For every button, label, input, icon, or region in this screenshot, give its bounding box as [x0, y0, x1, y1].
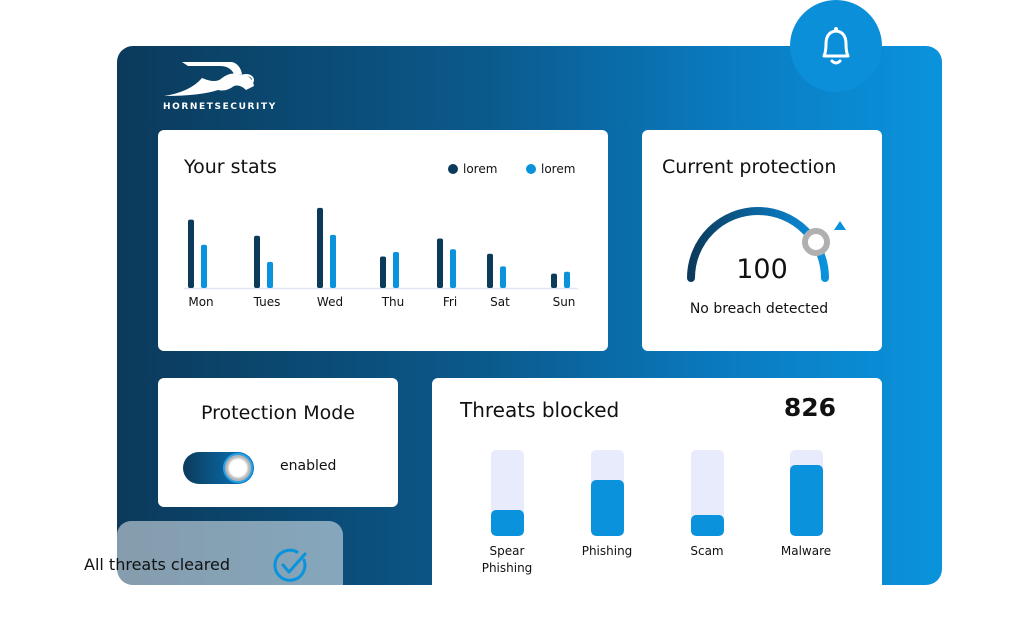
stats-card: Your stats lorem lorem Mon Tues Wed Thu Fri S… — [158, 130, 608, 351]
threats-count: 826 — [783, 393, 836, 422]
x-tick-label: Wed — [316, 295, 344, 309]
protection-mode-toggle[interactable] — [183, 452, 254, 484]
protection-title: Current protection — [662, 156, 837, 178]
toast-text: All threats cleared — [84, 555, 231, 574]
bar-fri-series-2 — [450, 249, 456, 288]
legend-dot-light — [526, 164, 536, 174]
toggle-knob — [223, 453, 253, 483]
stats-bar-chart — [184, 207, 578, 290]
threat-label: Scam — [690, 544, 724, 558]
bar-tues-series-2 — [267, 261, 273, 288]
gauge-up-arrow-icon — [834, 221, 846, 230]
check-circle-icon — [273, 548, 307, 582]
mode-state: enabled — [280, 458, 337, 474]
stats-title: Your stats — [184, 156, 277, 178]
threat-label: Phishing — [581, 544, 633, 558]
legend-label: lorem — [541, 162, 576, 176]
bar-wed-series-1 — [317, 207, 323, 288]
x-tick-label: Thu — [381, 295, 405, 309]
x-tick-label: Fri — [442, 295, 458, 309]
legend-item: lorem — [448, 162, 497, 176]
threat-label: Spear Phishing — [481, 544, 533, 575]
x-tick-label: Tues — [253, 295, 281, 309]
protection-status: No breach detected — [689, 301, 829, 317]
threat-bar-fill — [491, 510, 524, 536]
protection-mode-card: Protection Mode enabled — [158, 378, 398, 507]
threat-bar-fill — [591, 480, 624, 536]
bar-sun-series-1 — [551, 273, 557, 288]
gauge-knob[interactable] — [802, 228, 830, 256]
legend-label: lorem — [463, 162, 498, 176]
bar-thu-series-2 — [393, 252, 399, 288]
x-tick-label: Mon — [188, 295, 214, 309]
threat-bar-fill — [691, 515, 724, 536]
bar-sat-series-1 — [487, 253, 493, 288]
threat-label: Malware — [780, 544, 832, 558]
bar-sat-series-2 — [500, 266, 506, 288]
current-protection-card: Current protection 100 No breach detecte… — [642, 130, 882, 351]
threat-bar-track — [591, 450, 624, 536]
protection-score: 100 — [736, 254, 788, 285]
threat-bar-track — [491, 450, 524, 536]
brand-name: HORNETSECURITY — [163, 102, 277, 112]
bar-tues-series-1 — [254, 235, 260, 288]
x-tick-label: Sat — [490, 295, 510, 309]
hornet-logo — [164, 62, 254, 96]
threat-bar-fill — [790, 465, 823, 536]
threats-title: Threats blocked — [460, 398, 620, 422]
bar-mon-series-2 — [201, 244, 207, 288]
bell-icon — [822, 27, 850, 65]
legend-item: lorem — [526, 162, 575, 176]
bar-fri-series-1 — [437, 238, 443, 288]
notifications-button[interactable] — [790, 0, 882, 92]
bar-sun-series-2 — [564, 271, 570, 288]
bar-thu-series-1 — [380, 256, 386, 288]
threat-bar-track — [691, 450, 724, 536]
x-tick-label: Sun — [552, 295, 576, 309]
threats-blocked-card: Threats blocked 826 Spear Phishing Phishi… — [432, 378, 882, 585]
bar-mon-series-1 — [188, 219, 194, 288]
mode-title: Protection Mode — [201, 402, 355, 424]
legend-dot-dark — [448, 164, 458, 174]
protection-gauge — [687, 207, 846, 282]
threat-bar-track — [790, 450, 823, 536]
bar-wed-series-2 — [330, 234, 336, 288]
